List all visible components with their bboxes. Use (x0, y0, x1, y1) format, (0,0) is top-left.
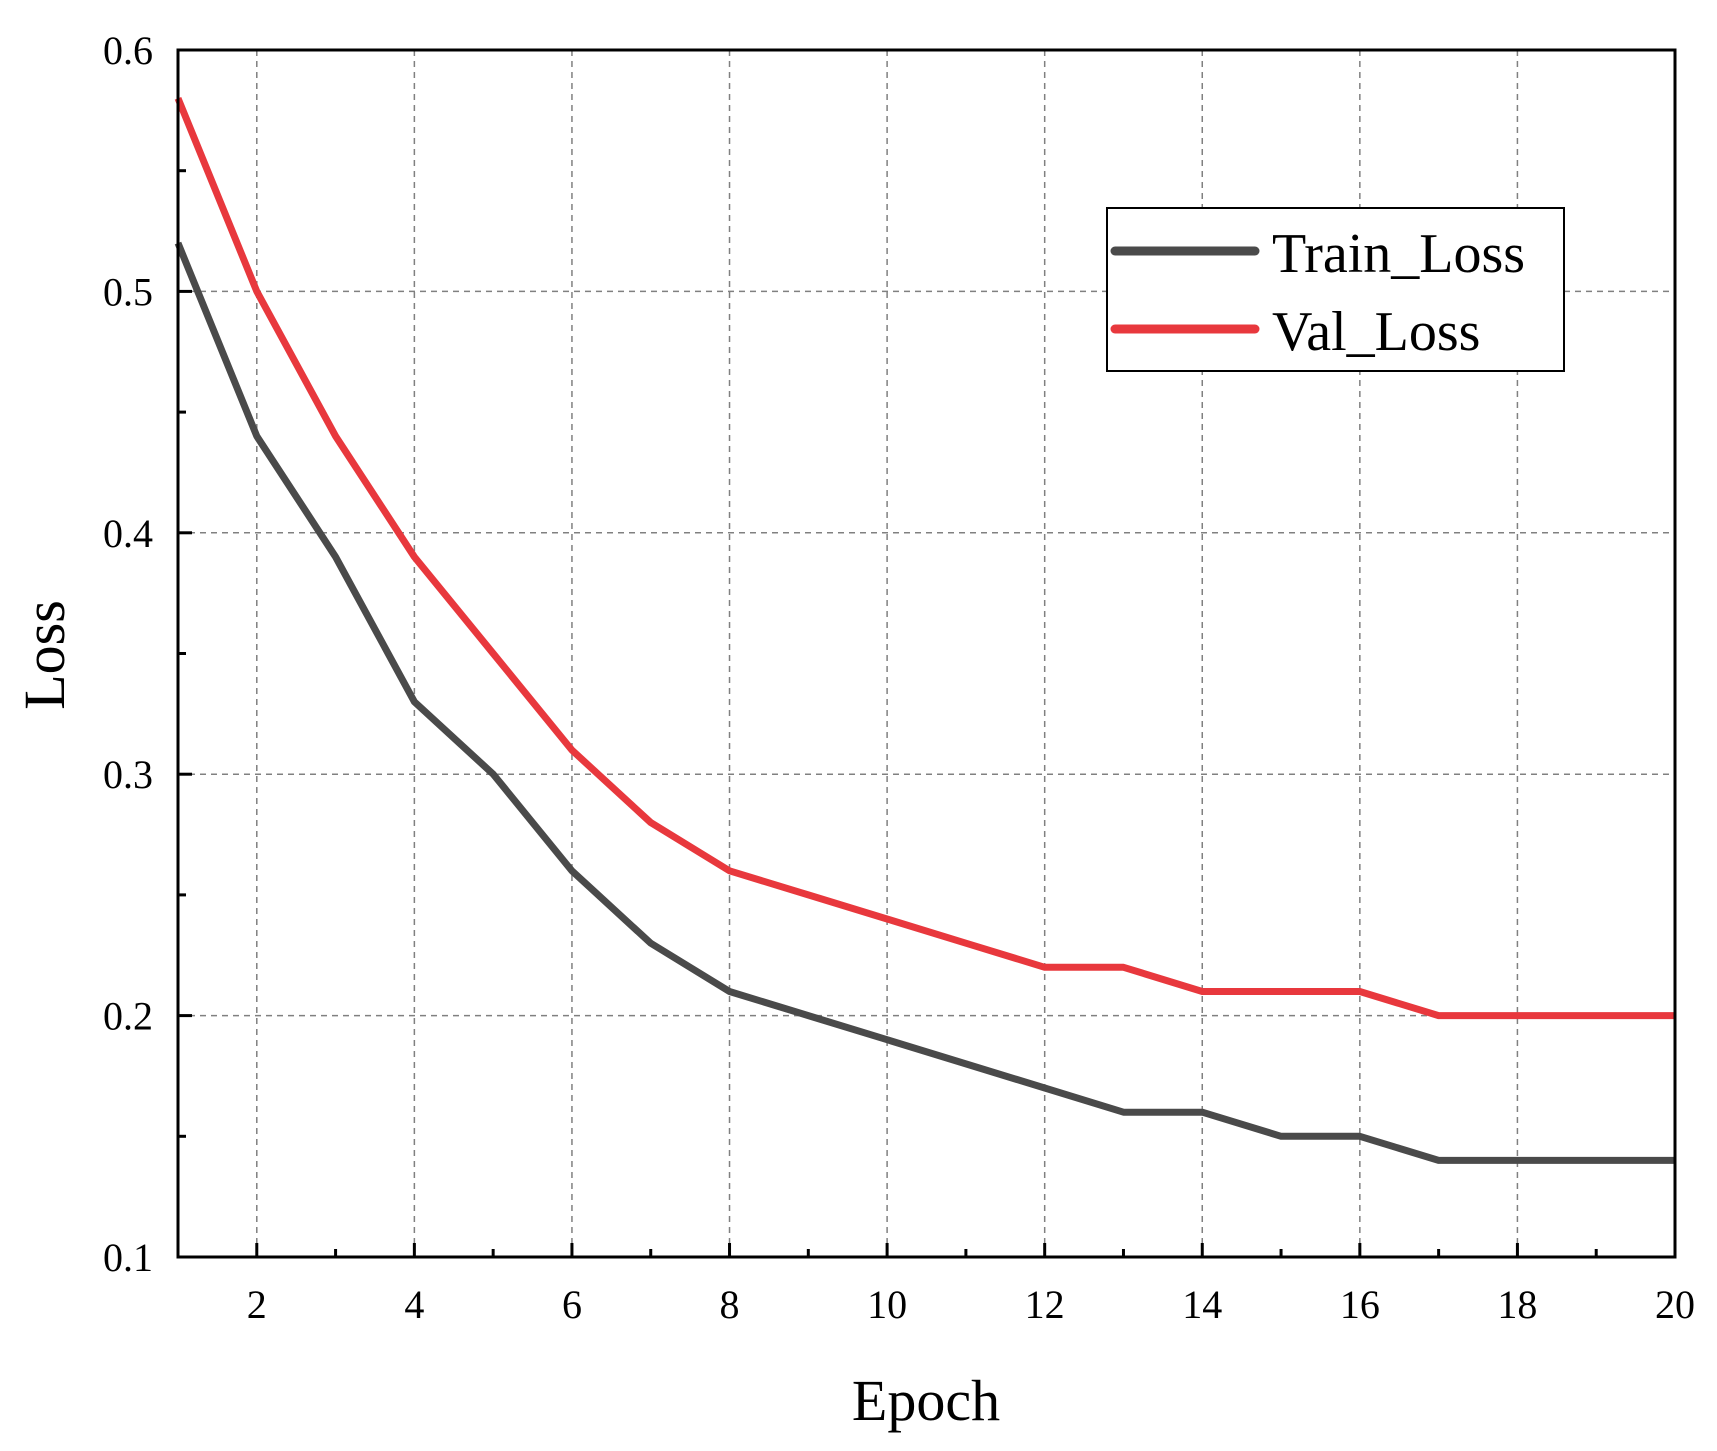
series-line-train-loss (174, 241, 1675, 1164)
y-tick-label: 0.1 (103, 1235, 153, 1280)
x-tick-label: 20 (1655, 1282, 1695, 1327)
tick-labels: 2 4 6 8 10 12 14 16 18 20 0.1 0.2 0.3 0.4 0.5 0.6 (103, 28, 1695, 1327)
x-tick-label: 6 (562, 1282, 582, 1327)
legend-box (1106, 207, 1565, 372)
y-axis-title: Loss (12, 600, 77, 710)
y-tick-label: 0.3 (103, 752, 153, 797)
x-tick-label: 12 (1025, 1282, 1065, 1327)
series-layer (174, 96, 1675, 1164)
y-tick-label: 0.4 (103, 511, 153, 556)
legend-label-train: Train_Loss (1272, 223, 1525, 285)
legend: Train_Loss Val_Loss (1106, 207, 1565, 372)
y-tick-label: 0.2 (103, 994, 153, 1039)
x-tick-label: 14 (1182, 1282, 1222, 1327)
x-axis-title: Epoch (852, 1368, 1000, 1433)
axis-ticks (176, 48, 1677, 1259)
x-tick-label: 8 (720, 1282, 740, 1327)
x-tick-label: 10 (867, 1282, 907, 1327)
x-tick-label: 4 (404, 1282, 424, 1327)
y-tick-label: 0.5 (103, 269, 153, 314)
x-tick-label: 16 (1340, 1282, 1380, 1327)
legend-label-val: Val_Loss (1272, 301, 1480, 363)
x-tick-label: 18 (1497, 1282, 1537, 1327)
x-tick-label: 2 (247, 1282, 267, 1327)
series-line-val-loss (174, 96, 1675, 1020)
y-tick-label: 0.6 (103, 28, 153, 73)
